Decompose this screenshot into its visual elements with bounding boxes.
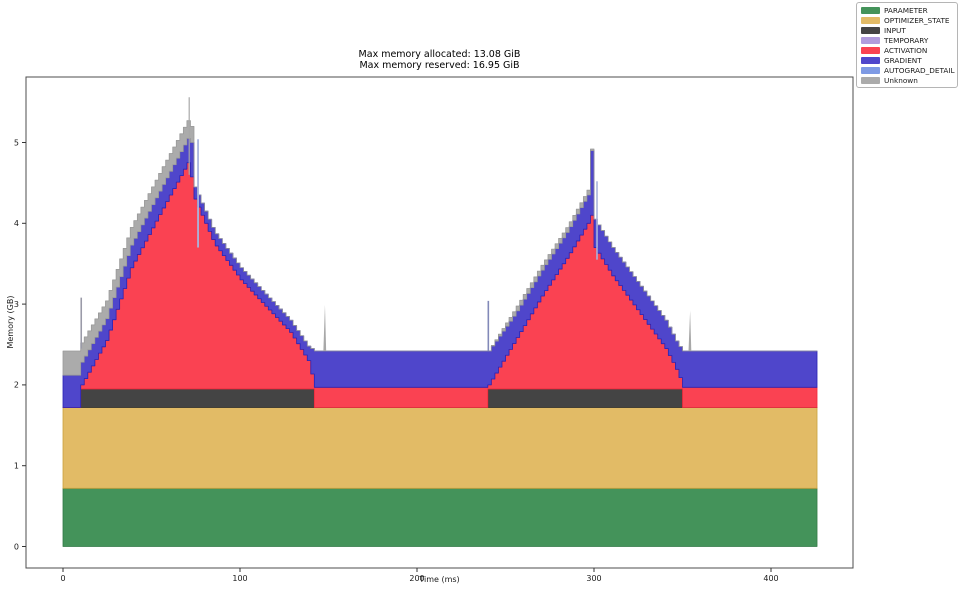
legend-swatch-icon bbox=[861, 17, 880, 25]
legend-item-gradient: GRADIENT bbox=[861, 55, 953, 65]
y-tick-label-5: 5 bbox=[14, 138, 19, 147]
legend-label: TEMPORARY bbox=[884, 36, 929, 46]
legend-swatch-icon bbox=[861, 37, 880, 45]
chart-title: Max memory allocated: 13.08 GiB Max memo… bbox=[26, 49, 853, 71]
legend-swatch-icon bbox=[861, 66, 880, 74]
legend-item-temporary: TEMPORARY bbox=[861, 36, 953, 46]
chart-title-line2: Max memory reserved: 16.95 GiB bbox=[359, 60, 520, 71]
legend-swatch-icon bbox=[861, 47, 880, 54]
y-axis-label: Memory (GB) bbox=[6, 295, 15, 349]
legend-label: OPTIMIZER_STATE bbox=[884, 16, 950, 26]
x-tick-label-300: 300 bbox=[586, 574, 601, 583]
legend-swatch-icon bbox=[861, 76, 880, 84]
transient-spike bbox=[323, 304, 327, 351]
y-tick-label-1: 1 bbox=[14, 462, 19, 471]
y-tick-label-0: 0 bbox=[14, 542, 19, 551]
y-tick-label-3: 3 bbox=[14, 300, 19, 309]
plot-border bbox=[25, 76, 854, 569]
y-tick-label-4: 4 bbox=[14, 219, 19, 228]
legend-item-parameter: PARAMETER bbox=[861, 6, 953, 16]
legend-item-optimizer_state: OPTIMIZER_STATE bbox=[861, 16, 953, 26]
x-tick-label-200: 200 bbox=[409, 574, 424, 583]
legend-label: PARAMETER bbox=[884, 6, 928, 16]
chart-title-line1: Max memory allocated: 13.08 GiB bbox=[358, 49, 521, 60]
y-tick-label-2: 2 bbox=[14, 381, 19, 390]
x-tick-label-0: 0 bbox=[60, 574, 65, 583]
legend-label: INPUT bbox=[884, 26, 906, 36]
legend-label: ACTIVATION bbox=[884, 46, 928, 55]
legend-item-input: INPUT bbox=[861, 26, 953, 36]
legend: PARAMETER OPTIMIZER_STATE INPUT TEMPORARY AC… bbox=[856, 2, 958, 89]
legend-item-activation: ACTIVATION bbox=[861, 46, 953, 56]
legend-label: AUTOGRAD_DETAIL bbox=[884, 65, 955, 75]
legend-item-autograd_detail: AUTOGRAD_DETAIL bbox=[861, 65, 955, 75]
legend-swatch-icon bbox=[861, 56, 880, 64]
legend-item-unknown: Unknown bbox=[861, 75, 953, 85]
x-tick-label-400: 400 bbox=[763, 574, 778, 583]
legend-swatch-icon bbox=[861, 27, 880, 35]
area-unknown bbox=[62, 120, 818, 376]
legend-swatch-icon bbox=[861, 7, 880, 15]
transient-spike bbox=[688, 310, 692, 351]
area-parameter bbox=[62, 487, 818, 547]
x-tick-label-100: 100 bbox=[232, 574, 247, 583]
x-axis-label: Time (ms) bbox=[419, 575, 460, 584]
legend-label: GRADIENT bbox=[884, 55, 922, 65]
legend-label: Unknown bbox=[884, 75, 918, 85]
area-optimizer_state bbox=[62, 407, 818, 489]
